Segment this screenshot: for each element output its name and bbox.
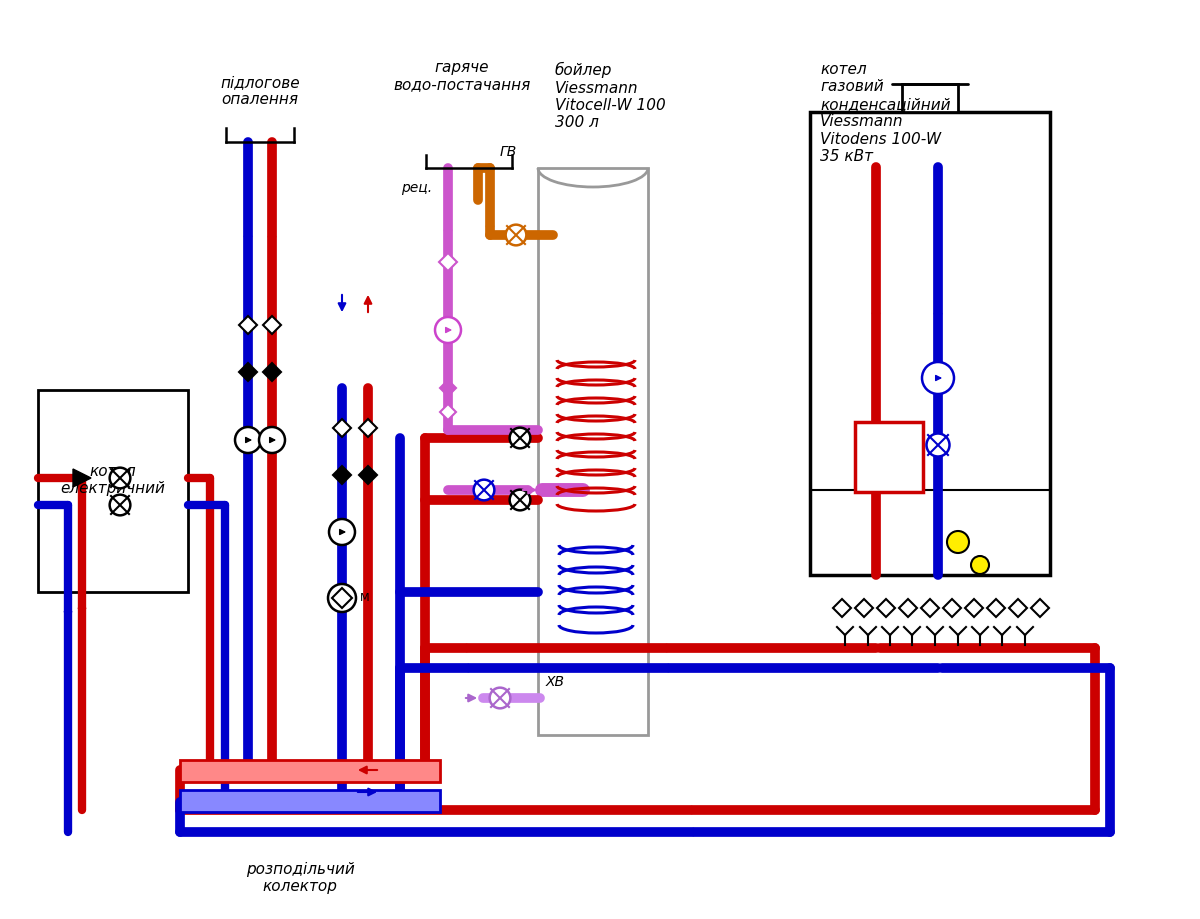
Polygon shape bbox=[359, 419, 377, 437]
Circle shape bbox=[328, 584, 356, 612]
Text: гаряче
водо-постачання: гаряче водо-постачання bbox=[394, 60, 530, 93]
Polygon shape bbox=[239, 316, 257, 334]
Bar bbox=[38, 390, 188, 592]
Polygon shape bbox=[1009, 599, 1027, 617]
Text: M: M bbox=[360, 593, 370, 603]
Text: ХВ: ХВ bbox=[546, 675, 565, 689]
Polygon shape bbox=[986, 599, 1006, 617]
Polygon shape bbox=[439, 253, 457, 271]
Bar bbox=[810, 112, 1050, 575]
Bar bbox=[902, 84, 958, 112]
Polygon shape bbox=[877, 599, 895, 617]
Circle shape bbox=[922, 362, 954, 394]
Bar bbox=[180, 790, 440, 812]
Polygon shape bbox=[239, 363, 257, 381]
Polygon shape bbox=[440, 404, 456, 420]
Circle shape bbox=[436, 317, 461, 343]
Text: котел
газовий
конденсаційний
Viessmann
Vitodens 100-W
35 кВт: котел газовий конденсаційний Viessmann V… bbox=[820, 62, 950, 164]
Circle shape bbox=[971, 556, 989, 574]
Circle shape bbox=[109, 494, 131, 516]
Circle shape bbox=[510, 490, 530, 510]
Circle shape bbox=[947, 531, 970, 553]
Bar bbox=[180, 760, 440, 782]
Polygon shape bbox=[1031, 599, 1049, 617]
Polygon shape bbox=[332, 588, 352, 608]
Circle shape bbox=[474, 480, 494, 500]
Text: бойлер
Viessmann
Vitocell-W 100
300 л: бойлер Viessmann Vitocell-W 100 300 л bbox=[554, 62, 666, 130]
Polygon shape bbox=[899, 599, 917, 617]
Circle shape bbox=[109, 468, 131, 488]
Bar bbox=[854, 422, 923, 492]
Polygon shape bbox=[334, 419, 352, 437]
Polygon shape bbox=[922, 599, 940, 617]
Bar bbox=[538, 168, 648, 735]
Polygon shape bbox=[73, 469, 91, 487]
Circle shape bbox=[510, 427, 530, 448]
Polygon shape bbox=[359, 466, 377, 484]
Circle shape bbox=[235, 427, 262, 453]
Text: ГВ: ГВ bbox=[500, 145, 517, 159]
Circle shape bbox=[505, 224, 527, 245]
Circle shape bbox=[259, 427, 286, 453]
Text: рец.: рец. bbox=[401, 181, 432, 195]
Circle shape bbox=[926, 434, 949, 457]
Text: розподільчий
колектор: розподільчий колектор bbox=[246, 862, 354, 894]
Text: котел
електричний: котел електричний bbox=[60, 464, 166, 496]
Polygon shape bbox=[854, 599, 874, 617]
Circle shape bbox=[490, 687, 510, 709]
Polygon shape bbox=[833, 599, 851, 617]
Text: підлогове
опалення: підлогове опалення bbox=[220, 75, 300, 108]
Polygon shape bbox=[965, 599, 983, 617]
Polygon shape bbox=[334, 466, 352, 484]
Polygon shape bbox=[263, 316, 281, 334]
Polygon shape bbox=[440, 380, 456, 396]
Polygon shape bbox=[263, 363, 281, 381]
Circle shape bbox=[329, 519, 355, 545]
Polygon shape bbox=[943, 599, 961, 617]
